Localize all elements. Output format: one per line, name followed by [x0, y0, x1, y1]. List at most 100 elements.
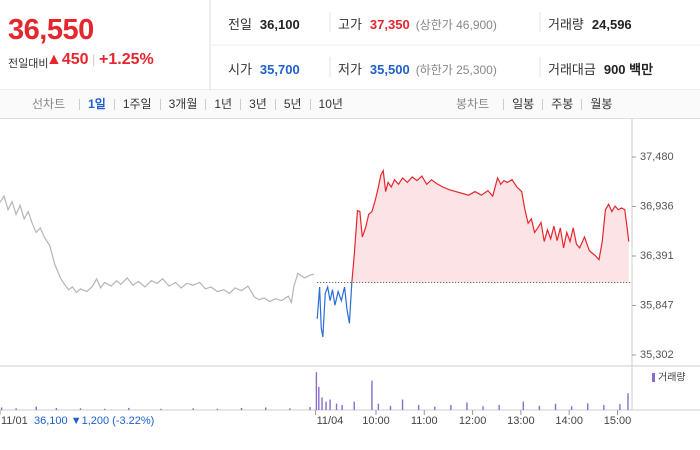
- y-tick-label: 35,302: [640, 349, 674, 361]
- stat-label: 거래량: [548, 17, 584, 32]
- volume-bar: [570, 406, 573, 410]
- stat-label: 전일: [228, 17, 252, 32]
- change-percent: +1.25%: [99, 51, 154, 68]
- volume-bar: [389, 405, 392, 410]
- tab[interactable]: 1주일: [113, 98, 160, 110]
- tab[interactable]: 10년: [309, 98, 351, 110]
- stat: 시가 35,700: [228, 59, 300, 78]
- volume-bar: [587, 403, 589, 410]
- volume-bar: [321, 397, 323, 410]
- volume-bar: [0, 407, 3, 410]
- tab[interactable]: 일봉: [503, 98, 542, 110]
- stat-note: (하한가 25,300): [415, 63, 497, 77]
- x-tick-label: 12:00: [459, 415, 487, 427]
- period-tabs: 선차트 1일 1주일 3개월 1년 3년 5년 10년: [24, 90, 351, 118]
- volume-bar: [498, 404, 500, 410]
- x-tick-label: 11:00: [411, 415, 438, 427]
- volume-bar: [538, 405, 541, 410]
- volume-bar: [35, 406, 37, 410]
- price-area: [351, 170, 629, 283]
- volume-bar: [627, 393, 629, 410]
- tab-group-label: 봉차트: [456, 96, 490, 111]
- volume-bar: [79, 408, 82, 410]
- stat-value: 35,700: [259, 62, 300, 77]
- volume-bar: [103, 408, 106, 410]
- stat-value: 24,596: [591, 17, 632, 32]
- separator: |: [92, 52, 96, 67]
- volume-bar: [377, 403, 380, 410]
- price-line: [0, 194, 315, 305]
- stat-value: 37,350: [369, 17, 410, 32]
- volume-bar: [128, 407, 130, 410]
- volume-bar: [619, 404, 621, 410]
- volume-bar: [309, 407, 311, 410]
- tab[interactable]: 3년: [240, 98, 275, 110]
- toolbar: 선차트 1일 1주일 3개월 1년 3년 5년 10년 봉차트 일봉 주봉 월봉: [0, 90, 700, 119]
- stat-label: 시가: [228, 62, 252, 77]
- volume-bar: [289, 408, 291, 410]
- tab[interactable]: 1년: [205, 98, 240, 110]
- tab-group-label: 선차트: [32, 96, 66, 111]
- x-tick-label: 10:00: [362, 415, 390, 427]
- x-tick-label: 11/04: [317, 415, 344, 427]
- volume-bar: [417, 404, 420, 410]
- volume-bar: [401, 399, 404, 410]
- volume-bar: [55, 407, 58, 410]
- y-tick-label: 37,480: [640, 151, 674, 163]
- stat: 고가 37,350 (상한가 46,900): [338, 14, 497, 33]
- volume-bar: [160, 408, 162, 410]
- stat-note: (상한가 46,900): [415, 18, 497, 32]
- tab[interactable]: 3개월: [159, 98, 206, 110]
- volume-bar: [192, 408, 194, 410]
- stat-value: 900 백만: [603, 62, 654, 77]
- legend-label: 거래량: [658, 372, 686, 384]
- volume-bar: [216, 408, 219, 410]
- tab[interactable]: 5년: [274, 98, 310, 110]
- volume-bar: [315, 372, 318, 410]
- candle-tabs: 봉차트 일봉 주봉 월봉: [448, 90, 620, 118]
- tab[interactable]: 월봉: [581, 98, 620, 110]
- x-tick-label: 13:00: [507, 415, 535, 427]
- stat-value: 36,100: [259, 17, 300, 32]
- volume-bar: [15, 408, 17, 410]
- volume-bar: [434, 406, 436, 410]
- change-amount: ▲450: [46, 51, 89, 68]
- volume-bar: [325, 401, 327, 410]
- stat: 거래대금 900 백만: [548, 59, 653, 78]
- volume-bar: [264, 407, 267, 410]
- x-tick-label: 15:00: [604, 415, 632, 427]
- current-price: 36,550: [8, 14, 94, 46]
- volume-bar: [522, 401, 525, 410]
- stat-value: 35,500: [369, 62, 410, 77]
- prev-summary: 36,100 ▼1,200 (-3.22%): [34, 415, 154, 427]
- tab[interactable]: 1일: [79, 98, 114, 110]
- volume-bar: [240, 407, 243, 410]
- x-tick-label: 11/01: [1, 415, 28, 427]
- y-tick-label: 36,936: [640, 200, 674, 212]
- volume-bar: [482, 406, 484, 410]
- stat-label: 거래대금: [548, 62, 596, 77]
- stat: 저가 35,500 (하한가 25,300): [338, 59, 497, 78]
- y-tick-label: 36,391: [640, 250, 674, 262]
- volume-bar: [603, 404, 605, 410]
- stat: 전일 36,100: [228, 14, 300, 33]
- tab[interactable]: 주봉: [542, 98, 581, 110]
- stat-label: 저가: [338, 62, 362, 77]
- volume-bar: [554, 403, 557, 410]
- stat: 거래량 24,596: [548, 14, 632, 33]
- volume-bar: [318, 386, 320, 410]
- volume-bar: [450, 404, 452, 410]
- volume-bar: [335, 403, 338, 410]
- volume-bar: [353, 401, 355, 410]
- x-tick-label: 14:00: [555, 415, 583, 427]
- volume-bar: [371, 380, 373, 410]
- volume-bar: [329, 399, 331, 410]
- price-line: [351, 168, 630, 283]
- legend-swatch: [652, 373, 655, 382]
- volume-bar: [466, 402, 468, 410]
- volume-bar: [341, 404, 343, 410]
- y-tick-label: 35,847: [640, 299, 674, 311]
- change-label: 전일대비: [8, 58, 49, 70]
